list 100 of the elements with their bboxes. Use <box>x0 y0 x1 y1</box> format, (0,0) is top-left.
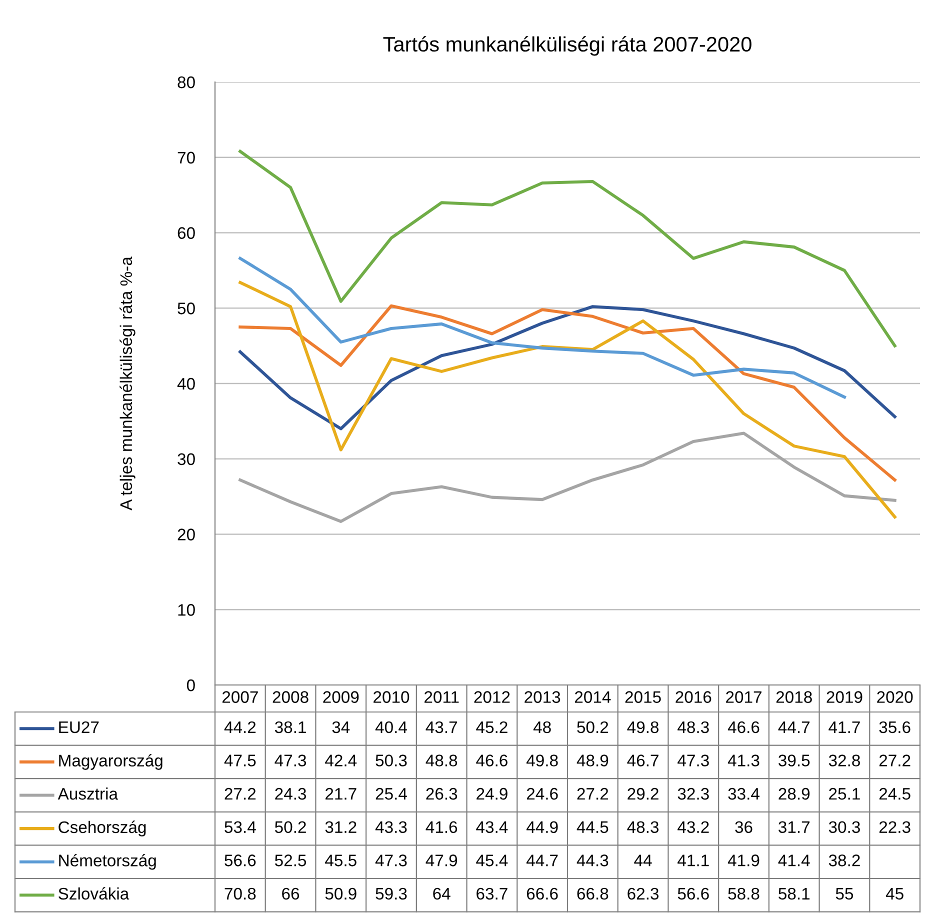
line-series <box>238 432 896 523</box>
data-label: 29.2 <box>628 788 658 800</box>
data-label: 35.6 <box>879 721 910 734</box>
data-label: 66.6 <box>526 888 558 900</box>
data-label: 46.6 <box>728 721 760 734</box>
y-axis-title: A teljes munkanélküliségi ráta %-a <box>120 256 136 510</box>
x-tick-label: 2020 <box>877 691 913 703</box>
data-label: 70.8 <box>224 888 256 900</box>
data-label: 47.3 <box>375 854 407 866</box>
data-label: 55 <box>836 888 854 900</box>
data-label: 45.4 <box>476 854 508 866</box>
data-label: 50.9 <box>325 888 356 900</box>
data-label: 42.4 <box>325 754 357 766</box>
line-series <box>238 280 896 518</box>
data-label: 58.8 <box>728 888 760 900</box>
data-label: 45.5 <box>325 854 356 866</box>
line-series <box>238 256 846 399</box>
data-label: 24.9 <box>476 788 508 800</box>
data-label: 50.2 <box>577 721 608 734</box>
y-tick-label: 40 <box>177 378 195 390</box>
x-tick-label: 2016 <box>676 691 712 703</box>
data-label: 56.6 <box>678 888 709 900</box>
data-label: 46.6 <box>476 754 508 766</box>
x-tick-label: 2019 <box>826 691 862 703</box>
x-tick-label: 2008 <box>272 691 308 703</box>
data-label: 31.2 <box>325 821 356 834</box>
data-label: 41.6 <box>426 821 458 834</box>
legend-label: Ausztria <box>58 787 118 800</box>
x-tick-label: 2013 <box>524 691 560 703</box>
data-label: 50.2 <box>274 821 306 834</box>
x-tick-label: 2011 <box>424 691 459 703</box>
data-label: 53.4 <box>224 821 256 834</box>
data-label: 28.9 <box>778 788 810 800</box>
y-tick-label: 60 <box>178 227 195 239</box>
data-label: 34 <box>332 721 350 734</box>
x-tick-label: 2009 <box>323 691 359 703</box>
legend-label: Csehország <box>58 820 146 836</box>
data-label: 44.5 <box>576 821 608 834</box>
data-label: 44.7 <box>778 721 810 733</box>
data-label: 25.4 <box>376 788 407 800</box>
x-tick-label: 2010 <box>374 691 410 703</box>
data-label: 48.9 <box>576 754 608 766</box>
data-label: 48.8 <box>426 754 458 766</box>
data-label: 49.8 <box>526 754 558 766</box>
y-tick-label: 50 <box>178 302 195 314</box>
data-label: 26.3 <box>426 788 458 800</box>
x-tick-label: 2015 <box>625 691 661 703</box>
data-label: 58.1 <box>778 888 810 900</box>
data-label: 24.6 <box>526 788 558 800</box>
data-label: 24.5 <box>879 788 910 800</box>
data-label: 39.5 <box>778 754 810 766</box>
data-label: 33.4 <box>728 788 760 800</box>
x-tick-label: 2007 <box>222 691 258 703</box>
y-tick-label: 20 <box>178 528 195 540</box>
data-label: 44.7 <box>526 854 558 866</box>
data-label: 43.4 <box>476 821 508 834</box>
legend-label: EU27 <box>59 721 99 734</box>
legend-label: Németország <box>59 854 156 870</box>
data-label: 44 <box>634 854 652 866</box>
x-tick-label: 2017 <box>726 691 762 703</box>
data-label: 31.7 <box>778 821 810 834</box>
data-label: 32.3 <box>678 788 709 800</box>
data-label: 47.9 <box>426 854 458 866</box>
data-label: 48.3 <box>678 721 709 734</box>
data-label: 32.8 <box>828 754 860 766</box>
data-label: 27.2 <box>879 754 910 766</box>
data-label: 48.3 <box>627 821 659 834</box>
data-label: 47.3 <box>678 754 709 766</box>
data-label: 24.3 <box>275 788 306 800</box>
data-label: 66 <box>282 888 300 900</box>
data-label: 64 <box>433 888 450 900</box>
data-label: 52.5 <box>274 854 306 866</box>
data-label: 44.3 <box>576 854 608 866</box>
x-tick-label: 2014 <box>574 691 611 703</box>
data-label: 47.5 <box>224 754 256 766</box>
data-label: 27.2 <box>577 788 608 800</box>
legend-label: Magyarország <box>59 754 162 770</box>
data-label: 41.1 <box>678 854 709 866</box>
data-label: 44.2 <box>224 721 256 733</box>
data-label: 41.4 <box>778 854 810 866</box>
data-label: 45.2 <box>476 721 508 734</box>
data-label: 41.3 <box>728 754 760 766</box>
y-tick-label: 80 <box>178 76 195 88</box>
y-tick-label: 70 <box>178 152 195 164</box>
chart-title: Tartós munkanélküliségi ráta 2007-2020 <box>383 36 752 56</box>
data-label: 27.2 <box>224 788 256 800</box>
line-series <box>238 305 896 430</box>
data-label: 49.8 <box>627 721 659 734</box>
data-label: 43.2 <box>678 821 709 834</box>
data-label: 66.8 <box>577 888 608 900</box>
data-label: 38.1 <box>274 721 306 734</box>
data-label: 47.3 <box>274 754 306 766</box>
data-label: 38.2 <box>828 854 860 866</box>
y-tick-label: 10 <box>178 604 195 616</box>
data-label: 21.7 <box>326 788 356 800</box>
data-label: 56.6 <box>224 854 256 866</box>
x-tick-label: 2012 <box>474 691 510 703</box>
data-label: 50.3 <box>376 754 407 766</box>
data-label: 36 <box>735 821 752 834</box>
data-label: 41.9 <box>728 854 760 866</box>
